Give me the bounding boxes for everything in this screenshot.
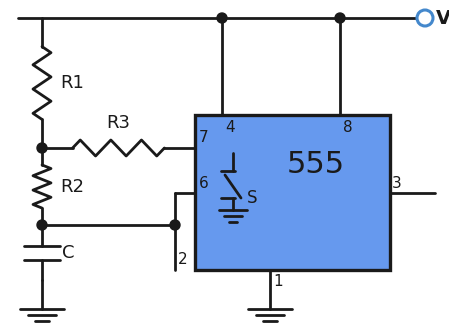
Text: S: S xyxy=(247,189,257,207)
FancyBboxPatch shape xyxy=(195,115,390,270)
Text: 8: 8 xyxy=(343,120,352,135)
Text: 7: 7 xyxy=(199,130,209,145)
Text: R3: R3 xyxy=(106,114,131,132)
Text: 555: 555 xyxy=(287,150,345,179)
Text: 1: 1 xyxy=(273,274,282,289)
Circle shape xyxy=(417,10,433,26)
Circle shape xyxy=(37,220,47,230)
Text: R2: R2 xyxy=(60,177,84,196)
Text: 3: 3 xyxy=(392,176,402,191)
Text: V: V xyxy=(436,9,449,27)
Text: 4: 4 xyxy=(225,120,235,135)
Text: C: C xyxy=(62,244,75,261)
Text: 2: 2 xyxy=(178,252,188,267)
Text: R1: R1 xyxy=(60,74,84,92)
Circle shape xyxy=(170,220,180,230)
Circle shape xyxy=(217,13,227,23)
Circle shape xyxy=(335,13,345,23)
Circle shape xyxy=(37,143,47,153)
Text: 6: 6 xyxy=(199,176,209,191)
